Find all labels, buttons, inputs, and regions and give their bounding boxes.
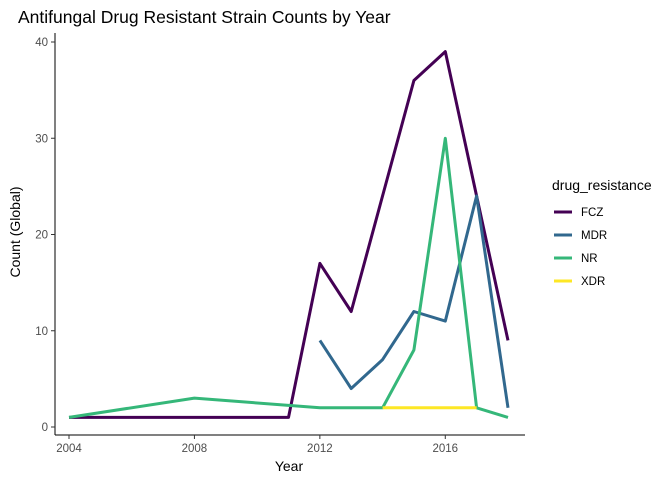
y-tick-label: 40 bbox=[35, 37, 48, 49]
y-tick-label: 10 bbox=[35, 326, 48, 338]
y-tick-label: 0 bbox=[42, 422, 48, 434]
x-tick-label: 2008 bbox=[182, 443, 208, 455]
x-tick-label: 2012 bbox=[307, 443, 333, 455]
series-line-nr bbox=[68, 136, 509, 419]
chart-title: Antifungal Drug Resistant Strain Counts … bbox=[18, 7, 391, 27]
series-lines bbox=[68, 50, 510, 419]
legend-label-mdr: MDR bbox=[581, 230, 607, 242]
x-tick-label: 2016 bbox=[432, 443, 458, 455]
legend: drug_resistance FCZ MDR NR XDR bbox=[552, 177, 652, 288]
legend-label-nr: NR bbox=[581, 253, 598, 265]
y-axis-title: Count (Global) bbox=[7, 186, 23, 277]
legend-label-fcz: FCZ bbox=[581, 207, 603, 219]
legend-label-xdr: XDR bbox=[581, 276, 605, 288]
series-line-fcz bbox=[69, 50, 510, 419]
series-line-mdr bbox=[318, 194, 510, 409]
y-tick-label: 20 bbox=[35, 230, 48, 242]
legend-title: drug_resistance bbox=[552, 177, 652, 193]
x-axis-title: Year bbox=[275, 458, 304, 474]
x-tick-label: 2004 bbox=[56, 443, 82, 455]
axis-ticks: 2004 2008 2012 2016 0 10 20 30 40 bbox=[35, 37, 458, 455]
y-tick-label: 30 bbox=[35, 133, 48, 145]
